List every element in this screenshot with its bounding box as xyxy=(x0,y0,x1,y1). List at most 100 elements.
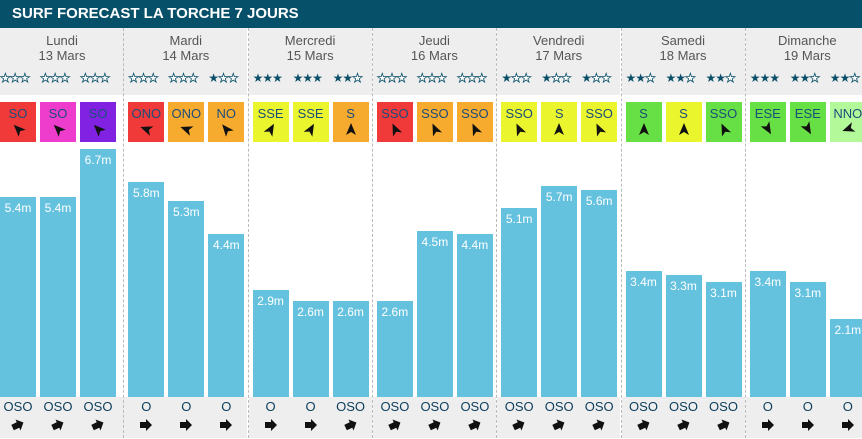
swell-arrow-icon xyxy=(801,418,815,432)
star-rating: ★★★ xyxy=(80,71,120,86)
forecast-slot[interactable]: ★★★ SO 5.4m OSO xyxy=(40,28,76,438)
wind-box: SO xyxy=(0,102,36,142)
forecast-slot[interactable]: ★★★ NNO 2.1m O xyxy=(829,28,862,438)
day-column: Jeudi 16 Mars ★★★ SSO 2.6m OSO ★★★ SSO 4.5m OSO ★★… xyxy=(371,28,496,438)
wind-arrow-icon xyxy=(216,119,236,139)
star-empty-icon: ★ xyxy=(19,71,31,86)
forecast-slot[interactable]: ★★★ ESE 3.4m O xyxy=(749,28,786,438)
star-rating: ★★★ xyxy=(293,71,333,85)
forecast-slot[interactable]: ★★★ SSO 3.1m OSO xyxy=(705,28,742,438)
swell-arrow-icon xyxy=(714,416,733,435)
forecast-slot[interactable]: ★★★ NO 4.4m O xyxy=(208,28,245,438)
wind-arrow-icon xyxy=(344,122,358,136)
wave-height-bar: 3.4m xyxy=(749,271,786,397)
wave-height-bar: 2.6m xyxy=(376,300,413,397)
star-filled-icon: ★ xyxy=(839,71,851,85)
wind-direction: S xyxy=(554,106,564,121)
star-filled-icon: ★ xyxy=(635,71,646,85)
wave-height-bar: 5.7m xyxy=(541,186,578,397)
swell-arrow-icon xyxy=(761,418,775,432)
wave-height-bar: 4.4m xyxy=(456,234,493,397)
swell-direction: OSO xyxy=(460,399,490,414)
swell-arrow-icon xyxy=(426,416,445,435)
wave-height-bar: 5.8m xyxy=(128,182,165,397)
forecast-slot[interactable]: ★★★ ONO 5.8m O xyxy=(128,28,165,438)
swell-arrow-icon xyxy=(341,416,360,435)
swell-footer xyxy=(248,397,372,438)
wind-direction: SSO xyxy=(461,106,489,121)
wind-arrow-icon xyxy=(714,120,733,139)
swell-arrow-icon xyxy=(89,416,108,435)
swell-arrow-icon xyxy=(49,416,68,435)
star-empty-icon: ★ xyxy=(476,71,488,86)
wind-arrow-icon xyxy=(677,122,691,136)
day-date: 15 Mars xyxy=(286,48,334,63)
forecast-slot[interactable]: ★★★ SO 5.4m OSO xyxy=(0,28,36,438)
day-date: 19 Mars xyxy=(783,48,831,63)
wave-height-bar: 5.3m xyxy=(168,200,205,397)
wind-box: SSO xyxy=(705,102,742,142)
forecast-slot[interactable]: ★★★ ONO 5.3m O xyxy=(168,28,205,438)
wind-box: S xyxy=(625,102,662,142)
swell-direction: OSO xyxy=(584,399,614,414)
forecast-slot[interactable]: ★★★ SSE 2.9m O xyxy=(252,28,289,438)
forecast-slot[interactable]: ★★★ S 3.4m OSO xyxy=(625,28,662,438)
forecast-slot[interactable]: ★★★ S 2.6m OSO xyxy=(332,28,369,438)
star-empty-icon: ★ xyxy=(178,71,190,86)
star-filled-icon: ★ xyxy=(799,71,811,85)
day-name: Lundi xyxy=(46,33,78,48)
forecast-slot[interactable]: ★★★ SSE 2.6m O xyxy=(292,28,329,438)
day-date: 14 Mars xyxy=(162,48,210,63)
wind-box: NNO xyxy=(829,102,862,142)
star-empty-icon: ★ xyxy=(645,71,657,86)
wind-box: SSO xyxy=(416,102,453,142)
star-empty-icon: ★ xyxy=(147,71,159,86)
star-rating: ★★★ xyxy=(625,71,666,86)
wind-direction: NNO xyxy=(833,106,862,121)
swell-arrow-icon xyxy=(219,418,233,432)
forecast-slot[interactable]: ★★★ SSO 5.6m OSO xyxy=(581,28,618,438)
wind-direction: ONO xyxy=(171,106,202,121)
swell-direction: O xyxy=(221,399,232,414)
wind-arrow-icon xyxy=(426,120,445,139)
swell-arrow-icon xyxy=(510,416,529,435)
wind-box: S xyxy=(665,102,702,142)
wind-direction: SO xyxy=(88,106,108,121)
forecast-slot[interactable]: ★★★ S 5.7m OSO xyxy=(541,28,578,438)
swell-footer xyxy=(621,397,745,438)
wind-arrow-icon xyxy=(552,122,566,136)
wind-direction: ESE xyxy=(754,106,781,121)
day-name: Dimanche xyxy=(778,33,837,48)
wind-arrow-icon xyxy=(88,119,108,139)
wave-height-bar: 5.4m xyxy=(40,197,76,397)
wind-box: SO xyxy=(80,102,116,142)
day-header: Dimanche 19 Mars xyxy=(745,28,862,95)
swell-arrow-icon xyxy=(634,416,653,435)
wind-box: ONO xyxy=(128,102,165,142)
forecast-slot[interactable]: ★★★ SO 6.7m OSO xyxy=(80,28,116,438)
forecast-slot[interactable]: ★★★ SSO 5.1m OSO xyxy=(501,28,538,438)
swell-footer xyxy=(124,397,248,438)
forecast-slot[interactable]: ★★★ ESE 3.1m O xyxy=(789,28,826,438)
wind-arrow-icon xyxy=(466,120,485,139)
star-filled-icon: ★ xyxy=(272,71,283,85)
wind-arrow-icon xyxy=(839,120,857,138)
wave-height-bar: 2.6m xyxy=(292,300,329,397)
forecast-grid: Lundi 13 Mars ★★★ SO 5.4m OSO ★★★ SO 5.4m OSO ★★★ S… xyxy=(0,28,862,438)
forecast-slot[interactable]: ★★★ SSO 4.5m OSO xyxy=(417,28,453,438)
wave-height-bar: 3.1m xyxy=(705,282,742,397)
star-rating: ★★★ xyxy=(208,71,248,86)
swell-direction: OSO xyxy=(504,399,534,414)
forecast-slot[interactable]: ★★★ SSO 4.4m OSO xyxy=(457,28,493,438)
wind-direction: SO xyxy=(8,106,28,121)
wind-arrow-icon xyxy=(48,119,68,139)
wind-arrow-icon xyxy=(8,119,28,139)
swell-direction: O xyxy=(842,399,853,414)
wind-direction: SSO xyxy=(505,106,533,121)
forecast-slot[interactable]: ★★★ S 3.3m OSO xyxy=(665,28,702,438)
star-filled-icon: ★ xyxy=(625,71,637,85)
swell-direction: OSO xyxy=(3,399,33,414)
star-filled-icon: ★ xyxy=(705,71,717,85)
forecast-slot[interactable]: ★★★ SSO 2.6m OSO xyxy=(377,28,413,438)
page-title: SURF FORECAST LA TORCHE 7 JOURS xyxy=(0,0,862,28)
